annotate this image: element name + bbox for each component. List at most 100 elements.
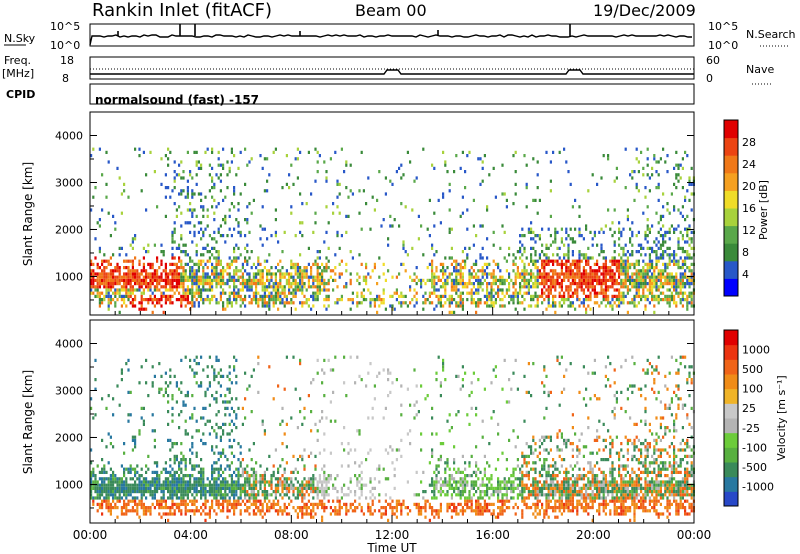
range-time-cell — [171, 275, 174, 279]
range-time-cell — [552, 240, 555, 244]
range-time-cell — [305, 486, 308, 490]
range-time-cell — [395, 502, 398, 506]
range-time-cell — [659, 278, 662, 282]
range-time-cell — [182, 294, 185, 298]
range-time-cell — [618, 221, 621, 225]
range-time-cell — [446, 298, 449, 302]
range-time-cell — [277, 294, 280, 298]
range-time-cell — [334, 486, 337, 490]
range-time-cell — [464, 170, 467, 174]
range-time-cell — [160, 515, 163, 519]
range-time-cell — [167, 470, 170, 474]
range-time-cell — [274, 502, 277, 506]
range-time-cell — [578, 269, 581, 273]
range-time-cell — [134, 234, 137, 238]
range-time-cell — [118, 275, 121, 279]
range-time-cell — [644, 195, 647, 199]
range-time-cell — [156, 288, 159, 292]
range-time-cell — [195, 243, 198, 247]
range-time-cell — [389, 294, 392, 298]
range-time-cell — [433, 278, 436, 282]
range-time-cell — [109, 435, 112, 439]
range-time-cell — [587, 262, 590, 266]
range-time-cell — [134, 288, 137, 292]
range-time-cell — [578, 230, 581, 234]
range-time-cell — [153, 483, 156, 487]
range-time-cell — [259, 294, 262, 298]
range-time-cell — [272, 506, 275, 510]
range-time-cell — [587, 272, 590, 276]
range-time-cell — [384, 307, 387, 311]
range-time-cell — [299, 253, 302, 257]
range-time-cell — [208, 250, 211, 254]
range-time-cell — [274, 493, 277, 497]
range-time-cell — [547, 301, 550, 305]
range-time-cell — [626, 301, 629, 305]
range-time-cell — [171, 240, 174, 244]
range-time-cell — [206, 243, 209, 247]
range-time-cell — [270, 480, 273, 484]
range-time-cell — [178, 205, 181, 209]
range-time-cell — [569, 301, 572, 305]
range-time-cell — [569, 285, 572, 289]
range-time-cell — [156, 470, 159, 474]
range-time-cell — [246, 272, 249, 276]
range-time-cell — [153, 170, 156, 174]
range-time-cell — [602, 288, 605, 292]
range-time-cell — [613, 275, 616, 279]
range-time-cell — [303, 406, 306, 410]
range-time-cell — [365, 384, 368, 388]
range-time-cell — [615, 288, 618, 292]
range-time-cell — [266, 506, 269, 510]
range-time-cell — [664, 230, 667, 234]
range-time-cell — [336, 474, 339, 478]
range-time-cell — [437, 294, 440, 298]
range-time-cell — [598, 230, 601, 234]
range-time-cell — [560, 240, 563, 244]
range-time-cell — [479, 256, 482, 260]
range-time-cell — [312, 294, 315, 298]
range-time-cell — [175, 266, 178, 270]
range-time-cell — [109, 269, 112, 273]
range-time-cell — [90, 262, 93, 266]
range-time-cell — [409, 509, 412, 513]
range-time-cell — [428, 461, 431, 465]
range-time-cell — [444, 294, 447, 298]
range-time-cell — [657, 173, 660, 177]
range-time-cell — [651, 275, 654, 279]
range-time-cell — [475, 259, 478, 263]
range-time-cell — [470, 282, 473, 286]
range-time-cell — [402, 246, 405, 250]
range-time-cell — [646, 269, 649, 273]
range-time-cell — [358, 282, 361, 286]
range-time-cell — [552, 301, 555, 305]
range-time-cell — [270, 483, 273, 487]
range-time-cell — [318, 419, 321, 423]
range-time-cell — [193, 291, 196, 295]
range-time-cell — [224, 486, 227, 490]
range-time-cell — [607, 298, 610, 302]
range-time-cell — [239, 445, 242, 449]
range-time-cell — [534, 282, 537, 286]
range-time-cell — [285, 480, 288, 484]
range-time-cell — [629, 282, 632, 286]
range-time-cell — [686, 253, 689, 257]
range-time-cell — [101, 291, 104, 295]
range-time-cell — [318, 288, 321, 292]
range-time-cell — [171, 490, 174, 494]
range-time-cell — [175, 272, 178, 276]
range-time-cell — [536, 173, 539, 177]
range-time-cell — [193, 208, 196, 212]
range-time-cell — [237, 294, 240, 298]
range-time-cell — [684, 250, 687, 254]
range-time-cell — [222, 506, 225, 510]
range-time-cell — [228, 275, 231, 279]
range-time-cell — [125, 506, 128, 510]
range-time-cell — [626, 214, 629, 218]
range-time-cell — [598, 282, 601, 286]
range-time-cell — [193, 230, 196, 234]
range-time-cell — [371, 298, 374, 302]
range-time-cell — [659, 291, 662, 295]
range-time-cell — [409, 442, 412, 446]
range-time-cell — [666, 170, 669, 174]
